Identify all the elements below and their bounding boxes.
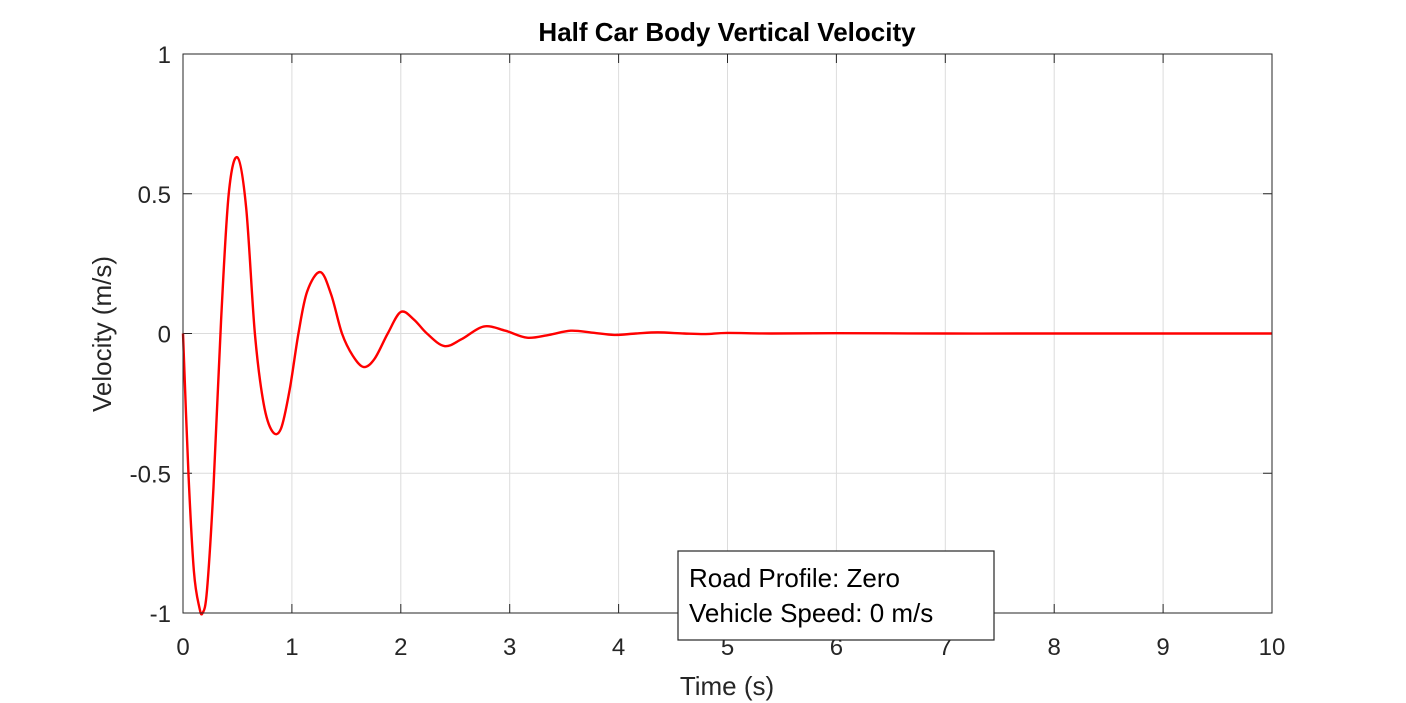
y-axis-label: Velocity (m/s)	[87, 256, 117, 412]
x-tick-label: 9	[1156, 634, 1169, 661]
tick-labels: 0 1 2 3 4 5 6 7 8 9 10 -1 -0.5 0 0.5 1	[130, 42, 1286, 661]
series-layer	[181, 156, 1272, 616]
x-axis-label: Time (s)	[680, 671, 774, 701]
y-tick-label: 1	[158, 42, 171, 69]
y-tick-label: 0.5	[138, 182, 171, 209]
x-tick-label: 7	[939, 634, 952, 661]
x-tick-label: 6	[830, 634, 843, 661]
x-tick-label: 1	[285, 634, 298, 661]
x-tick-label: 8	[1048, 634, 1061, 661]
annotation-line: Road Profile: Zero	[689, 563, 900, 593]
y-tick-label: 0	[158, 322, 171, 349]
series-line	[181, 156, 1272, 616]
x-tick-label: 3	[503, 634, 516, 661]
chart-title: Half Car Body Vertical Velocity	[538, 17, 916, 47]
y-tick-label: -0.5	[130, 461, 171, 488]
y-tick-label: -1	[150, 601, 171, 628]
x-tick-label: 10	[1259, 634, 1286, 661]
annotation-frame	[677, 550, 995, 641]
annotation-line: Vehicle Speed: 0 m/s	[689, 598, 933, 628]
x-tick-label: 5	[721, 634, 734, 661]
x-tick-label: 4	[612, 634, 625, 661]
x-tick-label: 2	[394, 634, 407, 661]
x-tick-label: 0	[176, 634, 189, 661]
annotation-box: Road Profile: Zero Vehicle Speed: 0 m/s	[677, 550, 995, 641]
